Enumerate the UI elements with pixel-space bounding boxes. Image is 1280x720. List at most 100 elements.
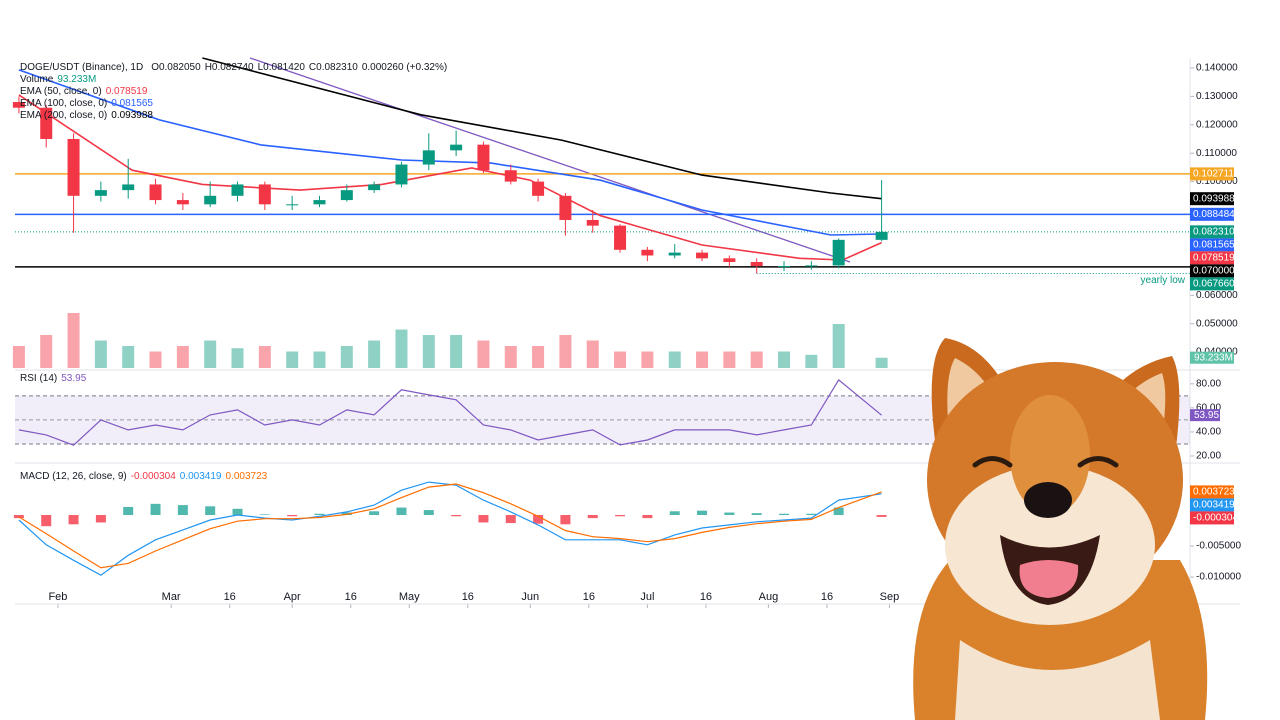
candle-body	[67, 138, 80, 196]
x-tick-label: Mar	[162, 591, 181, 603]
legend-name: Volume	[20, 74, 54, 85]
rsi-line	[18, 378, 882, 446]
x-tick-label: 16	[345, 591, 357, 603]
x-tick-label: Aug	[759, 591, 779, 603]
macd-histogram-bar	[451, 515, 462, 517]
macd-histogram-bar	[341, 512, 352, 516]
candle-body	[313, 200, 326, 205]
ema-line	[18, 69, 882, 236]
candle-body	[559, 195, 572, 220]
volume-bar	[559, 335, 572, 368]
legend-value: 53.95	[61, 373, 86, 384]
price-axis-label: 0.078519	[1193, 253, 1235, 264]
axis-label-bg	[1190, 207, 1234, 221]
axis-label-bg	[1190, 351, 1234, 364]
y-tick-label: 0.120000	[1196, 119, 1238, 130]
y-tick-label: 0.140000	[1196, 63, 1238, 74]
candle-body	[614, 225, 627, 250]
macd-histogram-bar	[205, 506, 216, 516]
macd-histogram-bar	[287, 515, 298, 517]
volume-bar	[40, 335, 53, 368]
labels-layer: FebMar16Apr16May16Jun16Jul16Aug16Sep160.…	[20, 62, 1241, 603]
rsi-axis-label: 53.95	[1194, 410, 1219, 421]
axis-label-bg	[1190, 511, 1234, 525]
trendline-drawing	[249, 57, 851, 263]
price-axis-label: 0.070000	[1193, 266, 1235, 277]
dog-tongue	[1019, 560, 1079, 598]
x-tick-label: Jun	[521, 591, 539, 603]
x-tick-label: May	[399, 591, 420, 603]
axis-label-bg	[1190, 225, 1234, 239]
legend-part: 0.003723	[225, 471, 267, 482]
macd-histogram-bar	[177, 505, 188, 516]
legend-entry: RSI (14) 53.95	[20, 373, 87, 384]
volume-bar	[422, 335, 435, 368]
candle-body	[504, 170, 517, 182]
dog-nose	[1024, 482, 1072, 518]
candle-body	[12, 102, 25, 108]
volume-bar	[477, 340, 490, 368]
volume-bar	[668, 351, 681, 368]
legend-entry: EMA (50, close, 0) 0.078519	[20, 86, 148, 97]
volume-axis-label: 93.233M	[1194, 352, 1233, 363]
macd-histogram-bar	[396, 507, 407, 516]
y-tick-label: 40.00	[1196, 427, 1221, 438]
macd-line	[18, 481, 882, 576]
axis-label-bg	[1190, 277, 1234, 291]
macd-histogram-bar	[779, 513, 790, 516]
macd-histogram-bar	[560, 515, 571, 525]
x-tick-label: Sep	[880, 591, 900, 603]
candle-body	[395, 164, 408, 185]
price-axis-label: -0.000304	[1193, 513, 1238, 524]
candle-body	[204, 195, 217, 205]
marks-layer	[12, 57, 1190, 576]
header-part: EMA (50, close, 0)	[20, 86, 102, 97]
legend-part: -0.000304	[131, 471, 176, 482]
candle-body	[176, 200, 189, 205]
volume-bar	[832, 324, 845, 368]
candle-body	[122, 184, 135, 191]
volume-bar	[204, 340, 217, 368]
macd-histogram-bar	[478, 515, 489, 523]
ema-line	[18, 94, 882, 261]
candle-body	[149, 184, 162, 201]
macd-histogram-bar	[876, 515, 887, 517]
candle-body	[668, 252, 681, 256]
ema-line	[202, 57, 882, 200]
macd-histogram-bar	[615, 515, 626, 517]
volume-bar	[122, 346, 135, 368]
x-tick-label: 16	[700, 591, 712, 603]
dog-eye-right	[1077, 456, 1119, 468]
macd-histogram-bar	[41, 515, 52, 527]
volume-bar	[368, 340, 381, 368]
volume-bar	[875, 357, 888, 368]
volume-bar	[313, 351, 326, 368]
yearly-low-text: yearly low	[1141, 275, 1186, 286]
x-tick-label: 16	[462, 591, 474, 603]
y-tick-label: 20.00	[1196, 451, 1221, 462]
legend-entry: EMA (200, close, 0) 0.093988	[20, 110, 153, 121]
y-tick-label: -0.010000	[1196, 572, 1241, 583]
legend-value: 93.233M	[57, 74, 96, 85]
candle-body	[750, 262, 763, 266]
axis-label-bg	[1190, 409, 1220, 422]
volume-bar	[504, 346, 517, 368]
candle-body	[875, 231, 888, 240]
volume-bar	[450, 335, 463, 368]
price-axis-label: 0.081565	[1193, 240, 1235, 251]
candle-body	[231, 184, 244, 196]
candle-body	[340, 190, 353, 201]
macd-histogram-bar	[697, 510, 708, 516]
macd-histogram-bar	[259, 514, 270, 516]
y-tick-label: 80.00	[1196, 378, 1221, 389]
macd-histogram-bar	[95, 515, 106, 523]
header-part: C0.082310	[309, 62, 358, 73]
macd-histogram-bar	[505, 515, 516, 524]
macd-histogram-bar	[587, 515, 598, 519]
price-axis-label: 0.102711	[1193, 169, 1234, 180]
candle-body	[258, 184, 271, 205]
y-tick-label: 0.130000	[1196, 91, 1238, 102]
candle-body	[368, 184, 381, 191]
volume-bar	[641, 351, 654, 368]
y-tick-label: 60.00	[1196, 403, 1221, 414]
